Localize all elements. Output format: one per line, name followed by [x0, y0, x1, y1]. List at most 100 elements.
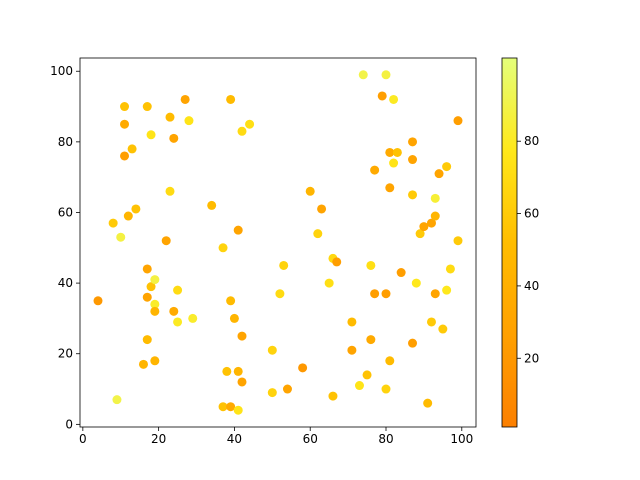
point — [188, 313, 198, 323]
point — [442, 162, 452, 172]
point — [282, 384, 292, 394]
point — [142, 335, 152, 345]
point — [385, 183, 395, 193]
point — [169, 306, 179, 316]
point — [453, 236, 463, 246]
point — [226, 402, 236, 412]
point — [161, 236, 171, 246]
point — [411, 278, 421, 288]
point — [226, 296, 236, 306]
x-tick-label: 60 — [303, 432, 318, 446]
point — [389, 94, 399, 104]
point — [392, 147, 402, 157]
y-tick-label: 0 — [65, 417, 73, 431]
x-tick-label: 40 — [227, 432, 242, 446]
point — [366, 260, 376, 270]
point — [184, 116, 194, 126]
colorbar-tick-label: 40 — [524, 279, 539, 293]
point — [150, 299, 160, 309]
point — [142, 292, 152, 302]
point — [396, 268, 406, 278]
point — [298, 363, 308, 373]
point — [150, 306, 160, 316]
colorbar-tick-label: 20 — [524, 351, 539, 365]
point — [138, 359, 148, 369]
point — [332, 257, 342, 267]
point — [142, 264, 152, 274]
colorbar — [502, 58, 517, 427]
x-tick-label: 0 — [79, 432, 87, 446]
point — [218, 243, 228, 253]
point — [453, 116, 463, 126]
point — [324, 278, 334, 288]
point — [408, 190, 418, 200]
point — [237, 126, 247, 136]
point — [222, 366, 232, 376]
point — [93, 296, 103, 306]
point — [146, 130, 156, 140]
point — [347, 317, 357, 327]
point — [370, 165, 380, 175]
point — [328, 391, 338, 401]
point — [354, 381, 364, 391]
point — [120, 119, 130, 129]
point — [381, 384, 391, 394]
y-tick-label: 40 — [58, 276, 73, 290]
point — [430, 193, 440, 203]
point — [366, 335, 376, 345]
point — [267, 345, 277, 355]
point — [370, 289, 380, 299]
point — [305, 186, 315, 196]
point — [120, 102, 130, 112]
point — [245, 119, 255, 129]
point — [173, 317, 183, 327]
colorbar-tick-label: 60 — [524, 207, 539, 221]
point — [415, 229, 425, 239]
point — [381, 289, 391, 299]
colorbar-frame — [501, 57, 518, 428]
point — [233, 366, 243, 376]
point — [127, 144, 137, 154]
point — [180, 94, 190, 104]
point — [445, 264, 455, 274]
point — [423, 398, 433, 408]
colorbar-tick-label: 80 — [524, 134, 539, 148]
point — [165, 112, 175, 122]
point — [438, 324, 448, 334]
point — [112, 395, 122, 405]
x-tick-label: 80 — [378, 432, 393, 446]
point — [419, 222, 429, 232]
point — [237, 377, 247, 387]
point — [408, 155, 418, 165]
point — [169, 133, 179, 143]
point — [442, 285, 452, 295]
point — [267, 388, 277, 398]
y-tick-label: 100 — [50, 64, 73, 78]
point — [233, 225, 243, 235]
axes-frame — [79, 57, 477, 428]
y-tick-label: 60 — [58, 205, 73, 219]
point — [146, 282, 156, 292]
point — [385, 147, 395, 157]
point — [173, 285, 183, 295]
point — [142, 102, 152, 112]
point — [150, 356, 160, 366]
x-tick-label: 20 — [151, 432, 166, 446]
point — [116, 232, 126, 242]
point — [226, 94, 236, 104]
point — [347, 345, 357, 355]
point — [408, 338, 418, 348]
point — [165, 186, 175, 196]
point — [317, 204, 327, 214]
point — [313, 229, 323, 239]
point — [120, 151, 130, 161]
point — [108, 218, 118, 228]
point — [389, 158, 399, 168]
y-tick-label: 20 — [58, 347, 73, 361]
point — [381, 70, 391, 80]
point — [275, 289, 285, 299]
point — [408, 137, 418, 147]
point — [385, 356, 395, 366]
point — [430, 289, 440, 299]
